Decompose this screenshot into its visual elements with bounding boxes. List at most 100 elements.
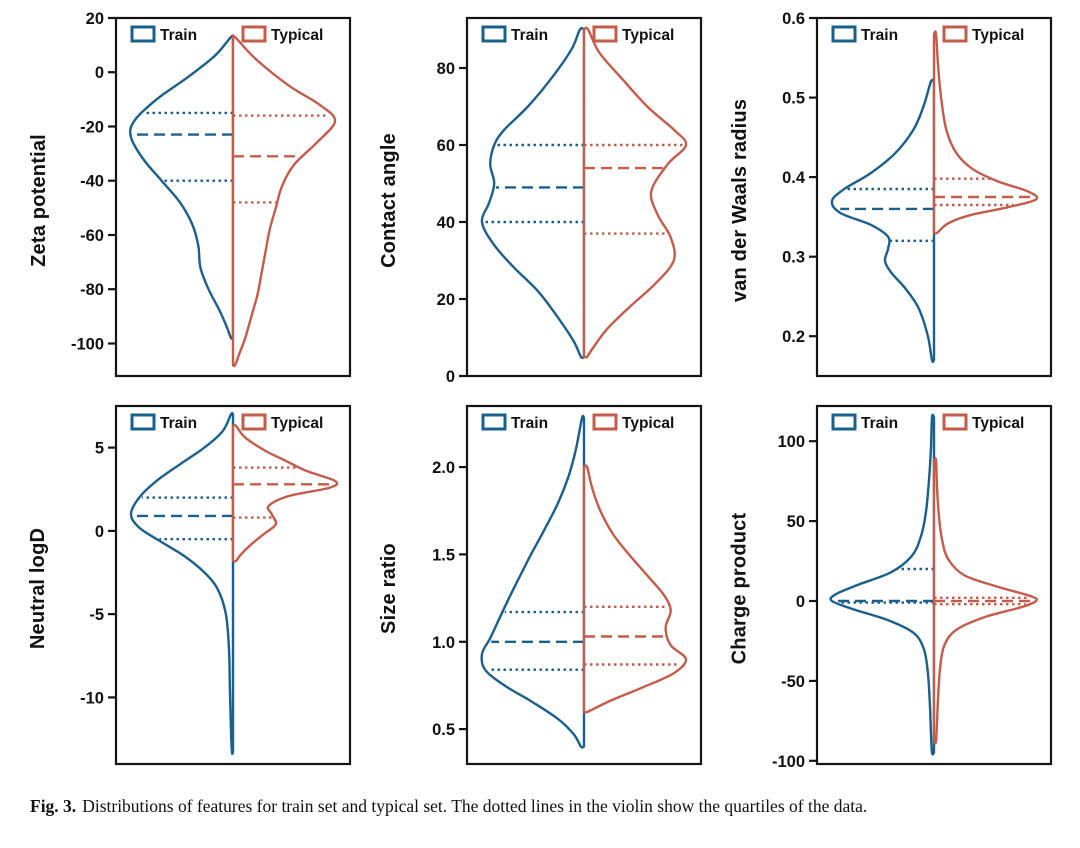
y-tick-label: -50 (781, 673, 805, 691)
legend-train-marker (831, 413, 857, 431)
y-tick-label: 80 (436, 60, 454, 78)
legend-typical-marker (241, 413, 267, 431)
violin-grid: Zeta potential 20 0 -20 -40 -60 -80 -100 Train T… (22, 6, 1070, 782)
legend-typical-label: Typical (972, 415, 1024, 432)
violin-plot-zeta-potential: 20 0 -20 -40 -60 -80 -100 Train Typical (71, 10, 352, 378)
train-violin-shape (129, 411, 235, 756)
legend-typical-label: Typical (622, 415, 674, 432)
y-tick-label: 0.2 (782, 328, 805, 346)
legend-train-label: Train (160, 415, 197, 432)
legend-typical-label: Typical (271, 415, 323, 432)
typical-violin-shape (582, 464, 687, 714)
y-tick-label: 60 (436, 137, 454, 155)
y-tick-label: 5 (95, 440, 104, 458)
legend-train-marker (481, 25, 507, 43)
plot-frame (465, 404, 702, 766)
legend-train-label: Train (511, 415, 548, 432)
train-violin-shape (831, 78, 936, 364)
legend-train-marker (130, 25, 156, 43)
y-tick-label: 0 (95, 64, 104, 82)
panel-size-ratio: Size ratio 2.0 1.5 1.0 0.5 Train Typical (373, 394, 720, 782)
violin-plot-neutral-logd: 5 0 -5 -10 Train Typical (80, 404, 352, 766)
y-axis-label-size-ratio: Size ratio (373, 394, 407, 782)
y-axis-label-charge-product: Charge product (723, 394, 757, 782)
y-tick-label: -40 (80, 173, 104, 191)
y-tick-label: 0 (95, 523, 104, 541)
y-tick-label: -60 (80, 227, 104, 245)
y-axis-label-contact-angle: Contact angle (373, 6, 407, 394)
y-axis-label-text: Neutral logD (27, 527, 50, 649)
legend-typical-label: Typical (271, 27, 323, 44)
y-tick-label: 20 (436, 291, 454, 309)
typical-violin-shape (933, 30, 1039, 235)
y-tick-label: -100 (772, 753, 805, 771)
y-tick-label: -80 (80, 281, 104, 299)
y-axis-label-text: van der Waals radius (728, 98, 751, 302)
panel-contact-angle: Contact angle 80 60 40 20 0 Train Typical (373, 6, 720, 394)
y-tick-label: -5 (89, 606, 104, 624)
y-axis-label-text: Size ratio (378, 542, 401, 634)
legend-train-marker (481, 413, 507, 431)
caption-text: Distributions of features for train set … (82, 796, 868, 816)
y-axis-label-text: Zeta potential (27, 133, 50, 267)
y-tick-label: 0.5 (782, 90, 805, 108)
y-tick-label: -10 (80, 689, 104, 707)
legend-typical-label: Typical (622, 27, 674, 44)
plot-frame (816, 404, 1053, 766)
y-axis-label-neutral-logd: Neutral logD (22, 394, 56, 782)
y-tick-label: 40 (436, 214, 454, 232)
panel-charge-product: Charge product 100 50 0 -50 -100 Train Typical (723, 394, 1070, 782)
train-violin-shape (480, 414, 585, 749)
y-tick-label: 0 (796, 593, 805, 611)
legend-typical-marker (942, 25, 968, 43)
y-tick-label: 1.0 (432, 634, 455, 652)
y-tick-label: 100 (778, 433, 806, 451)
y-axis-label-van-der-waals-radius: van der Waals radius (723, 6, 757, 394)
plot-frame (816, 16, 1053, 378)
violin-plot-size-ratio: 2.0 1.5 1.0 0.5 Train Typical (432, 404, 702, 766)
y-tick-label: 50 (787, 513, 805, 531)
legend-train-marker (130, 413, 156, 431)
y-tick-label: 0.3 (782, 249, 805, 267)
legend-train-label: Train (511, 27, 548, 44)
typical-violin-shape (231, 34, 337, 368)
train-violin-shape (829, 413, 936, 756)
panel-zeta-potential: Zeta potential 20 0 -20 -40 -60 -80 -100 Train T… (22, 6, 369, 394)
legend-typical-marker (592, 25, 618, 43)
typical-violin-shape (582, 26, 687, 359)
y-axis-label-text: Contact angle (378, 132, 401, 268)
y-tick-label: 2.0 (432, 459, 455, 477)
y-tick-label: 1.5 (432, 546, 455, 564)
legend-typical-marker (592, 413, 618, 431)
y-tick-label: 0.4 (782, 169, 806, 187)
plot-frame (465, 16, 702, 378)
y-tick-label: 0.6 (782, 10, 805, 28)
y-axis-label-zeta-potential: Zeta potential (22, 6, 56, 394)
caption-label: Fig. 3. (30, 796, 77, 816)
y-tick-label: -20 (80, 119, 104, 137)
violin-plot-van-der-waals-radius: 0.6 0.5 0.4 0.3 0.2 Train Typical (782, 10, 1053, 378)
typical-violin-shape (231, 423, 339, 563)
violin-plot-contact-angle: 80 60 40 20 0 Train Typical (436, 16, 702, 386)
train-violin-shape (480, 26, 585, 360)
y-tick-label: 20 (86, 10, 104, 28)
panel-van-der-waals-radius: van der Waals radius 0.6 0.5 0.4 0.3 0.2 Trai… (723, 6, 1070, 394)
y-tick-label: -100 (71, 336, 104, 354)
legend-train-label: Train (861, 27, 898, 44)
legend-typical-marker (942, 413, 968, 431)
y-tick-label: 0.5 (432, 721, 455, 739)
legend-train-label: Train (861, 415, 898, 432)
plot-frame (114, 16, 352, 378)
legend-typical-marker (241, 25, 267, 43)
legend-train-label: Train (160, 27, 197, 44)
panel-neutral-logd: Neutral logD 5 0 -5 -10 Train Typical (22, 394, 369, 782)
plot-frame (114, 404, 352, 766)
y-tick-label: 0 (445, 368, 454, 386)
train-violin-shape (128, 34, 235, 340)
legend-typical-label: Typical (972, 27, 1024, 44)
violin-plot-charge-product: 100 50 0 -50 -100 Train Typical (772, 404, 1053, 771)
y-axis-label-text: Charge product (728, 512, 751, 664)
figure-caption: Fig. 3. Distributions of features for tra… (30, 796, 1050, 817)
legend-train-marker (831, 25, 857, 43)
